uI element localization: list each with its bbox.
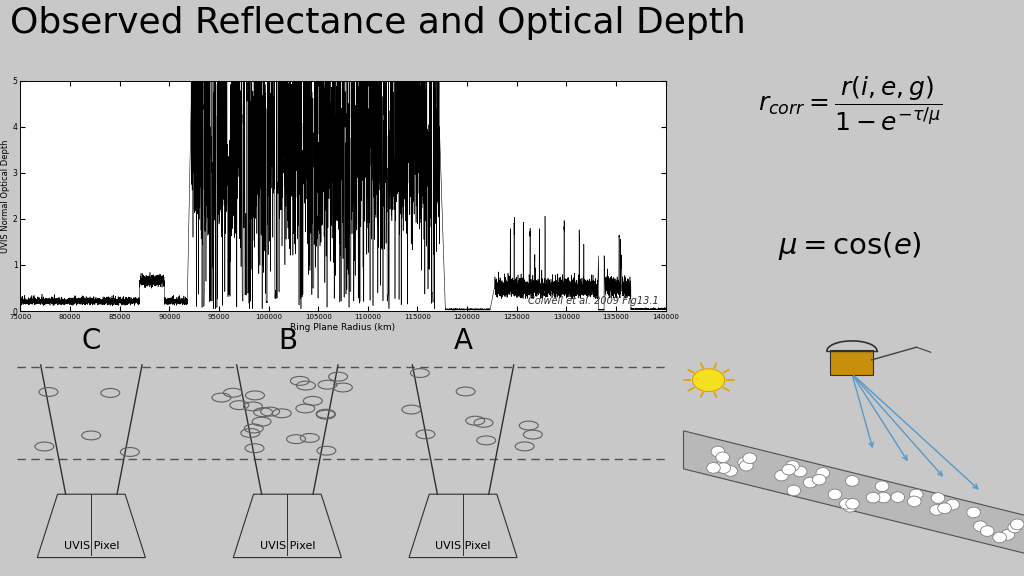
Ellipse shape xyxy=(993,532,1007,543)
X-axis label: Ring Plane Radius (km): Ring Plane Radius (km) xyxy=(291,323,395,332)
Ellipse shape xyxy=(717,463,730,473)
Ellipse shape xyxy=(909,489,923,500)
Ellipse shape xyxy=(742,453,757,464)
Ellipse shape xyxy=(967,507,980,518)
Text: A: A xyxy=(454,327,472,355)
Ellipse shape xyxy=(846,498,859,509)
Text: $\mu = \cos(e)$: $\mu = \cos(e)$ xyxy=(778,230,922,263)
Ellipse shape xyxy=(891,492,904,502)
Ellipse shape xyxy=(946,499,959,510)
Ellipse shape xyxy=(974,521,987,532)
Ellipse shape xyxy=(931,492,945,503)
Ellipse shape xyxy=(930,505,943,516)
Ellipse shape xyxy=(812,475,826,485)
Text: UVIS Pixel: UVIS Pixel xyxy=(260,541,315,551)
Ellipse shape xyxy=(711,446,725,457)
Ellipse shape xyxy=(775,470,788,481)
Ellipse shape xyxy=(804,478,817,488)
Ellipse shape xyxy=(846,476,859,486)
Ellipse shape xyxy=(843,502,857,512)
Ellipse shape xyxy=(782,464,796,475)
Ellipse shape xyxy=(739,460,754,471)
Text: Observed Reflectance and Optical Depth: Observed Reflectance and Optical Depth xyxy=(10,6,746,40)
Circle shape xyxy=(692,369,725,392)
Text: B: B xyxy=(278,327,297,355)
Ellipse shape xyxy=(787,485,801,496)
Y-axis label: UVIS Normal Optical Depth: UVIS Normal Optical Depth xyxy=(1,139,10,253)
Polygon shape xyxy=(37,494,145,558)
Text: C: C xyxy=(82,327,101,355)
Text: $r_{corr} = \dfrac{r(i,e,g)}{1 - e^{-\tau/\mu}}$: $r_{corr} = \dfrac{r(i,e,g)}{1 - e^{-\ta… xyxy=(758,75,942,133)
Ellipse shape xyxy=(876,481,889,491)
Ellipse shape xyxy=(716,452,729,463)
Ellipse shape xyxy=(1011,519,1024,530)
Ellipse shape xyxy=(785,461,800,471)
Polygon shape xyxy=(684,431,1024,558)
Text: UVIS Pixel: UVIS Pixel xyxy=(435,541,490,551)
Text: Colwell et al. 2009 Fig13.1: Colwell et al. 2009 Fig13.1 xyxy=(528,297,659,306)
FancyBboxPatch shape xyxy=(830,350,873,375)
Ellipse shape xyxy=(816,468,829,478)
Ellipse shape xyxy=(938,503,951,514)
Ellipse shape xyxy=(794,466,807,477)
Text: UVIS Pixel: UVIS Pixel xyxy=(63,541,119,551)
Ellipse shape xyxy=(840,499,853,509)
Ellipse shape xyxy=(1001,529,1015,540)
Ellipse shape xyxy=(707,463,720,473)
Ellipse shape xyxy=(724,465,737,476)
Polygon shape xyxy=(409,494,517,558)
Ellipse shape xyxy=(907,496,921,507)
Ellipse shape xyxy=(877,492,891,503)
Ellipse shape xyxy=(980,526,994,536)
Ellipse shape xyxy=(866,492,880,503)
Ellipse shape xyxy=(828,489,842,500)
Ellipse shape xyxy=(1008,522,1022,533)
Ellipse shape xyxy=(714,462,727,472)
Ellipse shape xyxy=(737,457,752,468)
Polygon shape xyxy=(233,494,341,558)
